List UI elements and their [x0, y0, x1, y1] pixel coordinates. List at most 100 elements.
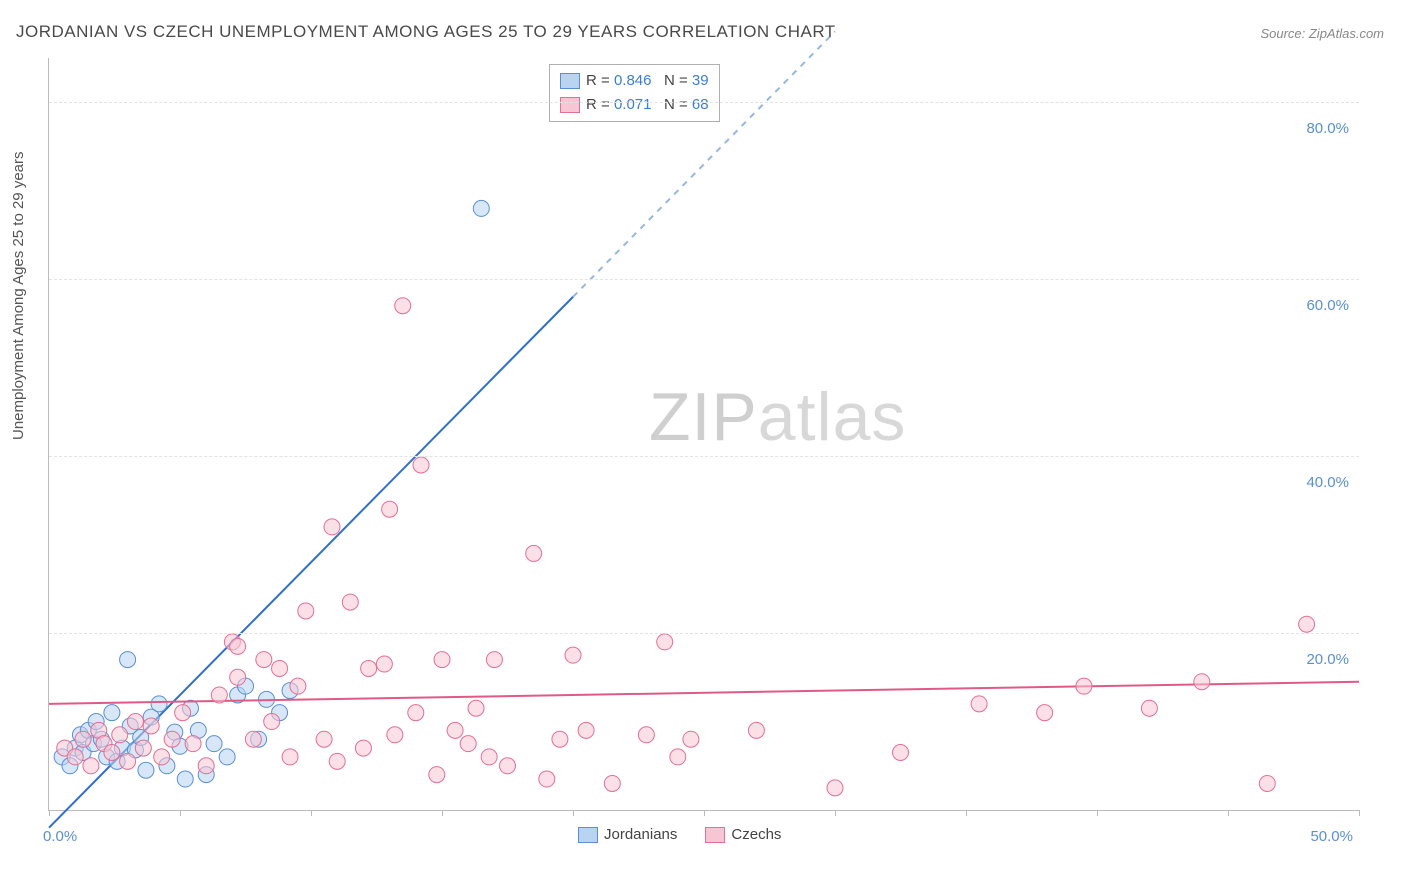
data-point: [230, 638, 246, 654]
data-point: [316, 731, 332, 747]
legend-label: Czechs: [731, 826, 781, 843]
data-point: [264, 714, 280, 730]
data-point: [413, 457, 429, 473]
data-point: [112, 727, 128, 743]
data-point: [434, 652, 450, 668]
data-point: [127, 714, 143, 730]
data-point: [104, 744, 120, 760]
data-point: [429, 767, 445, 783]
y-axis-title: Unemployment Among Ages 25 to 29 years: [10, 151, 27, 440]
legend-swatch: [560, 73, 580, 89]
data-point: [324, 519, 340, 535]
data-point: [382, 501, 398, 517]
data-point: [298, 603, 314, 619]
data-point: [526, 545, 542, 561]
x-tick: [835, 810, 836, 816]
correlation-legend: R = 0.846 N = 39 R = 0.071 N = 68: [549, 64, 720, 122]
data-point: [460, 736, 476, 752]
data-point: [177, 771, 193, 787]
x-tick: [1359, 810, 1360, 816]
chart-plot-area: ZIPatlas R = 0.846 N = 39 R = 0.071 N = …: [48, 58, 1359, 811]
data-point: [120, 652, 136, 668]
data-point: [1299, 616, 1315, 632]
gridline: [49, 633, 1359, 634]
data-point: [272, 660, 288, 676]
legend-item: Jordanians: [578, 826, 677, 843]
data-point: [539, 771, 555, 787]
legend-item: Czechs: [705, 826, 781, 843]
data-point: [1076, 678, 1092, 694]
y-tick-label: 80.0%: [1306, 120, 1349, 137]
legend-label: Jordanians: [604, 826, 677, 843]
x-tick: [573, 810, 574, 816]
legend-swatch: [705, 827, 725, 843]
x-tick: [1097, 810, 1098, 816]
data-point: [185, 736, 201, 752]
data-point: [1037, 705, 1053, 721]
data-point: [206, 736, 222, 752]
data-point: [1194, 674, 1210, 690]
x-tick-label: 50.0%: [1310, 828, 1353, 845]
series-legend: Jordanians Czechs: [578, 826, 781, 843]
data-point: [282, 749, 298, 765]
data-point: [468, 700, 484, 716]
data-point: [604, 775, 620, 791]
gridline: [49, 279, 1359, 280]
data-point: [290, 678, 306, 694]
data-point: [175, 705, 191, 721]
data-point: [151, 696, 167, 712]
legend-text: R = 0.071 N = 68: [586, 93, 709, 117]
gridline: [49, 102, 1359, 103]
data-point: [565, 647, 581, 663]
data-point: [638, 727, 654, 743]
x-tick: [966, 810, 967, 816]
data-point: [256, 652, 272, 668]
legend-row: R = 0.071 N = 68: [560, 93, 709, 117]
data-point: [1259, 775, 1275, 791]
data-point: [387, 727, 403, 743]
data-point: [219, 749, 235, 765]
legend-swatch: [578, 827, 598, 843]
chart-title: JORDANIAN VS CZECH UNEMPLOYMENT AMONG AG…: [16, 22, 836, 42]
data-point: [683, 731, 699, 747]
data-point: [135, 740, 151, 756]
data-point: [198, 758, 214, 774]
data-point: [154, 749, 170, 765]
legend-row: R = 0.846 N = 39: [560, 69, 709, 93]
data-point: [395, 298, 411, 314]
data-point: [138, 762, 154, 778]
x-tick: [704, 810, 705, 816]
x-tick-label: 0.0%: [43, 828, 77, 845]
data-point: [143, 718, 159, 734]
y-tick-label: 40.0%: [1306, 474, 1349, 491]
data-point: [361, 660, 377, 676]
data-point: [578, 722, 594, 738]
data-point: [971, 696, 987, 712]
data-point: [164, 731, 180, 747]
data-point: [245, 731, 261, 747]
x-tick: [180, 810, 181, 816]
data-point: [211, 687, 227, 703]
legend-text: R = 0.846 N = 39: [586, 69, 709, 93]
scatter-svg: [49, 58, 1359, 810]
data-point: [486, 652, 502, 668]
data-point: [748, 722, 764, 738]
data-point: [67, 749, 83, 765]
data-point: [1141, 700, 1157, 716]
x-tick: [49, 810, 50, 816]
data-point: [104, 705, 120, 721]
data-point: [376, 656, 392, 672]
gridline: [49, 456, 1359, 457]
y-tick-label: 20.0%: [1306, 651, 1349, 668]
data-point: [342, 594, 358, 610]
data-point: [473, 200, 489, 216]
data-point: [408, 705, 424, 721]
data-point: [355, 740, 371, 756]
x-tick: [311, 810, 312, 816]
legend-swatch: [560, 97, 580, 113]
data-point: [670, 749, 686, 765]
data-point: [893, 744, 909, 760]
data-point: [83, 758, 99, 774]
data-point: [657, 634, 673, 650]
x-tick: [442, 810, 443, 816]
